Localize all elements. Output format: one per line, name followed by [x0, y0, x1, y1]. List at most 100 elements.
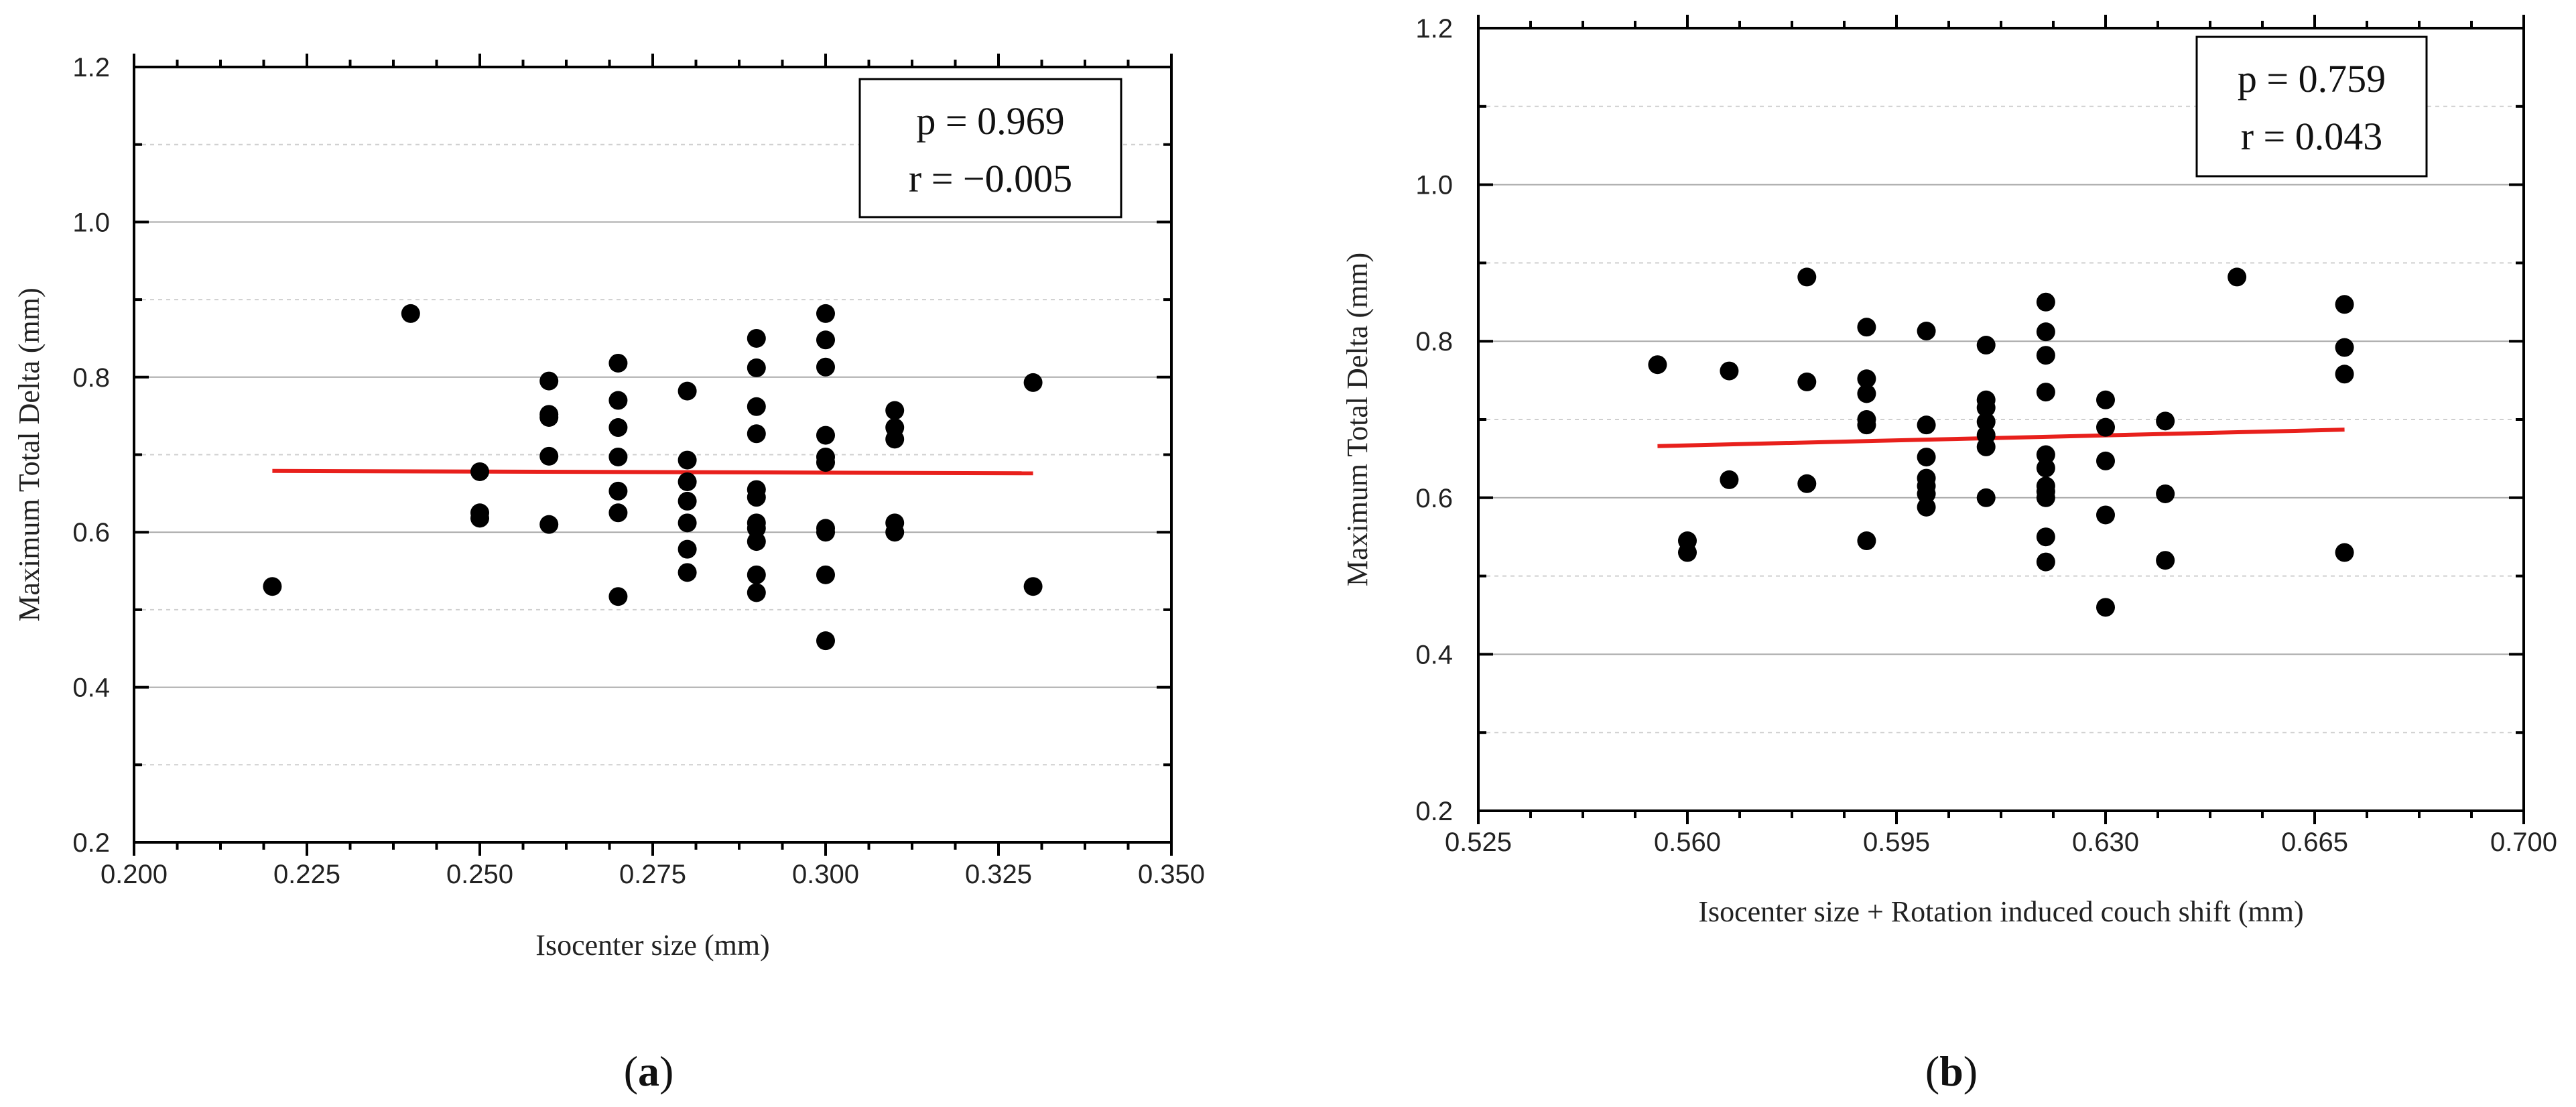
data-point [885, 430, 905, 449]
data-point [401, 304, 420, 323]
data-point [1917, 448, 1936, 467]
data-point [1976, 336, 1996, 355]
panel-label: (b) [1925, 1047, 1978, 1095]
data-point [2335, 543, 2354, 562]
data-point [1023, 373, 1043, 392]
data-point [816, 523, 835, 542]
data-point [747, 328, 766, 348]
y-tick-label: 0.6 [1415, 484, 1453, 513]
data-point [816, 426, 835, 445]
data-point [678, 472, 697, 491]
y-tick-label: 0.4 [1415, 640, 1453, 669]
data-point [816, 565, 835, 584]
x-tick-label: 0.225 [273, 860, 340, 889]
data-point [678, 563, 697, 582]
chart-b: 0.2 0.4 0.6 0.8 1.0 1.2 0.525 0.560 0.595 0.630 0.… [1341, 14, 2557, 1095]
x-axis-label: Isocenter size (mm) [535, 929, 769, 962]
stats-box [2195, 36, 2428, 178]
data-point [1976, 488, 1996, 507]
panel-label: (a) [624, 1047, 674, 1095]
data-point [1797, 267, 1817, 287]
x-tick-label: 0.300 [792, 860, 859, 889]
y-tick-label: 1.0 [72, 208, 110, 237]
y-tick-label: 1.0 [1415, 171, 1453, 200]
x-tick-label: 0.595 [1863, 828, 1930, 857]
y-tick-label: 0.8 [1415, 327, 1453, 356]
panel-letter: a [638, 1047, 659, 1095]
data-point [1857, 384, 1876, 403]
data-point [816, 330, 835, 350]
data-point [678, 513, 697, 533]
data-point [2036, 322, 2055, 342]
data-point [747, 424, 766, 444]
data-point [1797, 372, 1817, 391]
data-point [1917, 322, 1936, 341]
x-axis-label: Isocenter size + Rotation induced couch … [1698, 895, 2303, 928]
data-point [1720, 470, 1739, 489]
data-point [608, 353, 628, 373]
x-tick-label: 0.350 [1138, 860, 1205, 889]
data-point [608, 447, 628, 466]
y-tick-label: 0.2 [1415, 797, 1453, 826]
data-point [2156, 551, 2175, 570]
data-point [1917, 484, 1936, 503]
data-point [608, 503, 628, 523]
x-tick-label: 0.700 [2490, 828, 2557, 857]
stats-box [858, 78, 1122, 218]
data-point [2096, 417, 2115, 437]
x-tick-label: 0.525 [1445, 828, 1512, 857]
y-tick-label: 0.4 [72, 673, 110, 703]
data-point [885, 523, 905, 542]
x-tick-label: 0.275 [619, 860, 686, 889]
data-point [539, 407, 559, 427]
data-point [2036, 488, 2055, 507]
data-point [608, 418, 628, 438]
x-tick-label: 0.665 [2281, 828, 2348, 857]
data-point [816, 453, 835, 472]
data-point [1648, 355, 1667, 375]
x-tick-label: 0.250 [446, 860, 513, 889]
data-point [1976, 412, 1996, 432]
data-point [1857, 415, 1876, 435]
fit-line [1657, 428, 2345, 448]
data-point [1720, 361, 1739, 381]
y-tick-label: 1.2 [1415, 14, 1453, 44]
data-point [747, 358, 766, 377]
data-point [747, 519, 766, 538]
data-point [2036, 292, 2055, 312]
data-point [2036, 552, 2055, 572]
x-tick-label: 0.560 [1654, 828, 1721, 857]
data-point [263, 577, 282, 596]
data-point [2228, 267, 2247, 287]
data-point [678, 491, 697, 511]
y-axis-label: Maximum Total Delta (mm) [13, 287, 46, 621]
data-point [2335, 338, 2354, 357]
data-point [2335, 295, 2354, 314]
data-point [747, 488, 766, 507]
data-point [678, 450, 697, 470]
data-point [2096, 505, 2115, 525]
x-tick-label: 0.630 [2072, 828, 2139, 857]
data-point [1976, 398, 1996, 417]
data-point [608, 587, 628, 606]
data-point [1917, 497, 1936, 517]
data-point [678, 381, 697, 401]
data-point [2096, 451, 2115, 470]
data-point [2036, 527, 2055, 547]
data-point [1857, 318, 1876, 337]
data-point [1917, 415, 1936, 435]
data-point [2096, 598, 2115, 617]
data-point [1857, 531, 1876, 551]
data-point [816, 631, 835, 651]
data-point [747, 565, 766, 584]
x-tick-label: 0.325 [965, 860, 1032, 889]
data-point [2335, 365, 2354, 384]
data-point [885, 401, 905, 420]
data-point [2096, 390, 2115, 409]
y-tick-label: 0.6 [72, 518, 110, 547]
data-point [2156, 484, 2175, 503]
data-point [678, 539, 697, 559]
y-tick-label: 0.8 [72, 363, 110, 393]
stat-r: r = −0.005 [909, 157, 1072, 200]
data-point [2156, 411, 2175, 431]
